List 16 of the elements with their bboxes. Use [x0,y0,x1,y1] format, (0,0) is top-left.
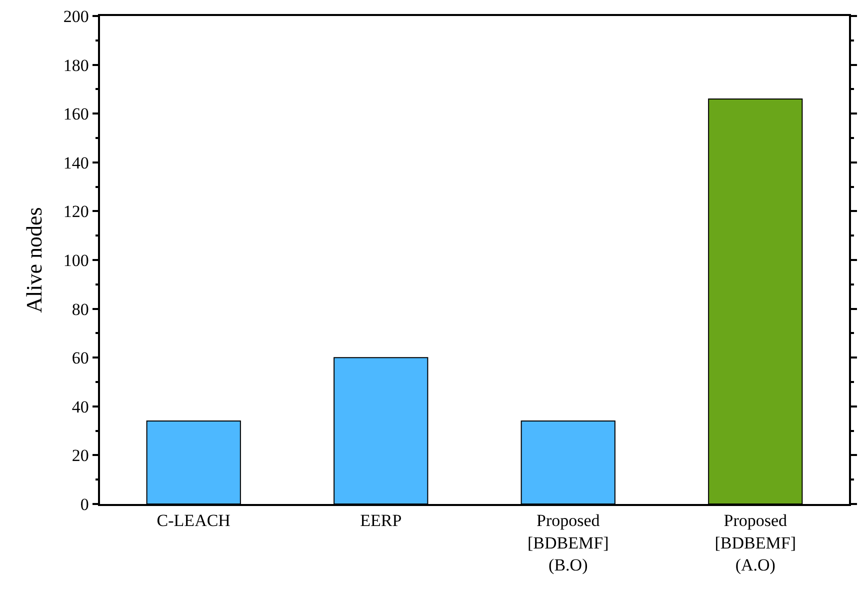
x-tick-label: Proposed [BDBEMF] (A.O) [714,511,796,574]
y-tick-label: 180 [63,56,89,75]
y-tick-label: 0 [80,494,89,514]
y-tick-label: 60 [72,348,89,368]
y-tick-label: 140 [63,153,89,172]
x-tick-label: C-LEACH [156,511,230,530]
y-tick-label: 100 [63,250,89,270]
y-tick-label: 160 [63,104,89,124]
y-tick-label: 120 [63,202,89,222]
y-tick-label: 80 [72,300,89,319]
y-tick-label: 200 [63,6,89,26]
y-tick-label: 40 [72,397,89,416]
x-tick-label: EERP [360,511,402,530]
y-axis-title: Alive nodes [22,207,47,313]
y-tick-label: 20 [72,446,89,466]
x-tick-label: Proposed [BDBEMF] (B.O) [528,511,609,574]
